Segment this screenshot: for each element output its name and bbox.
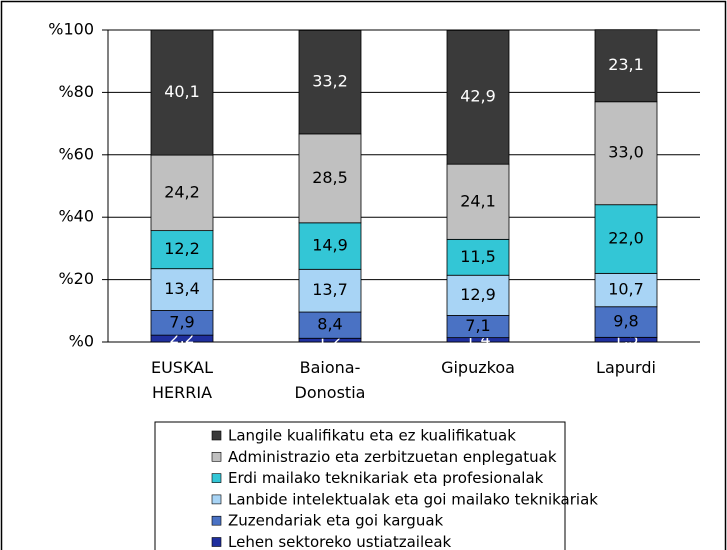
data-label: 13,4 [164,279,200,298]
bar-segment [150,230,214,270]
y-tick-label: %80 [58,82,94,101]
bar-segment [150,310,214,336]
legend-label: Lanbide intelektualak eta goi mailako te… [228,490,598,508]
x-tick-label: Gipuzkoa [441,358,515,377]
data-label: 7,9 [169,312,194,331]
legend-label: Langile kualifikatu eta ez kualifikatuak [228,427,516,445]
data-label: 14,9 [312,236,348,255]
legend-swatch [211,494,222,505]
y-tick-label: %40 [58,207,94,226]
bar-segment [298,222,362,270]
bar-segment [446,29,510,165]
data-label: 24,2 [164,182,200,201]
bar-segment [446,163,510,240]
bar-segment [150,154,214,232]
bar-segment [594,272,658,308]
data-label: 23,1 [608,55,644,74]
bar-segment [298,311,362,339]
bar-segment [594,204,658,274]
bar-segment [446,274,510,316]
data-label: 9,8 [613,312,638,331]
bar-segment [150,268,214,311]
legend-swatch [211,430,222,441]
data-label: 28,5 [312,168,348,187]
legend-swatch [211,515,222,526]
bar-segment [594,101,658,206]
bar-segment [446,238,510,276]
legend-swatch [211,537,222,547]
data-label: 33,0 [608,143,644,162]
data-label: 12,9 [460,285,496,304]
legend-box [154,421,566,550]
y-tick-label: %20 [58,269,94,288]
legend-label: Lehen sektoreko ustiatzaileak [228,533,452,550]
data-label: 10,7 [608,280,644,299]
data-label: 33,2 [312,72,348,91]
legend-label: Erdi mailako teknikariak eta profesional… [228,469,544,487]
data-label: 40,1 [164,82,200,101]
data-label: 8,4 [317,315,342,334]
x-tick-label: Lapurdi [596,358,656,377]
bar-segment [298,29,362,135]
x-tick-label: Baiona-Donostia [294,358,366,402]
bar-segment [298,133,362,224]
data-label: 42,9 [460,87,496,106]
data-label: 13,7 [312,280,348,299]
y-tick-label: %0 [69,332,94,351]
data-label: 7,1 [465,316,490,335]
legend-swatch [211,451,222,462]
data-label: 11,5 [460,247,496,266]
legend-label: Zuzendariak eta goi karguak [228,512,444,530]
x-tick-label: EUSKAL HERRIA [150,358,214,402]
bar-segment [594,29,658,103]
data-label: 24,1 [460,191,496,210]
data-label: 22,0 [608,229,644,248]
data-label: 12,2 [164,239,200,258]
bar-segment [150,29,214,156]
y-tick-label: %100 [48,20,94,39]
legend-swatch [211,473,222,483]
y-tick-label: %60 [58,144,94,163]
legend-label: Administrazio eta zerbitzuetan enplegatu… [228,448,557,466]
